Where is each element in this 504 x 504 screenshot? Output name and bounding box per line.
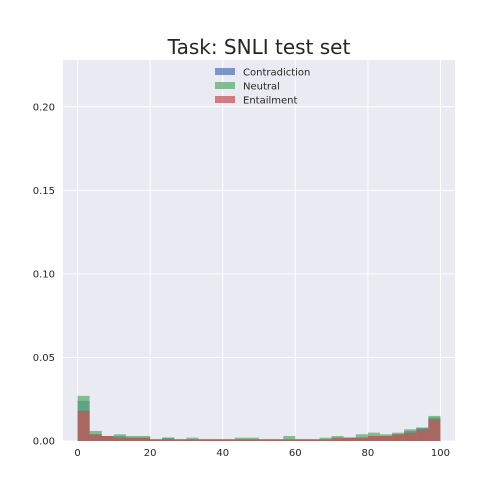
entailment-bar-9: [186, 439, 199, 441]
entailment-bar-0: [77, 410, 90, 441]
x-tick-label-0: 0: [74, 448, 80, 459]
legend-label-contradiction: Contradiction: [243, 68, 310, 79]
series-entailment: [77, 410, 441, 441]
entailment-bar-26: [392, 434, 405, 441]
legend-label-entailment: Entailment: [243, 96, 297, 107]
entailment-bar-6: [150, 439, 163, 441]
y-axis-ticks: 0.00 0.05 0.10 0.15 0.20: [33, 102, 55, 447]
entailment-bar-29: [428, 419, 441, 441]
x-tick-label-2: 40: [216, 448, 229, 459]
entailment-bar-21: [331, 437, 344, 441]
entailment-bar-28: [416, 429, 429, 441]
entailment-bar-12: [222, 439, 235, 441]
entailment-bar-5: [138, 437, 151, 441]
entailment-bar-23: [355, 437, 368, 441]
entailment-bar-27: [404, 432, 417, 441]
legend-item-entailment: Entailment: [215, 96, 297, 107]
legend-label-neutral: Neutral: [243, 82, 280, 93]
legend-item-contradiction: Contradiction: [215, 68, 310, 79]
y-tick-label-1: 0.05: [33, 353, 55, 364]
plot-area: [63, 60, 455, 441]
legend-swatch-contradiction: [215, 68, 235, 75]
entailment-bar-2: [101, 435, 114, 441]
legend-item-neutral: Neutral: [215, 82, 280, 93]
entailment-bar-11: [210, 439, 223, 441]
entailment-bar-18: [295, 439, 308, 441]
y-tick-label-3: 0.15: [33, 186, 55, 197]
neutral-bar-17: [283, 435, 296, 441]
histogram-bars: [77, 395, 441, 441]
y-tick-label-4: 0.20: [33, 102, 55, 113]
entailment-bar-14: [246, 439, 259, 441]
entailment-bar-20: [319, 439, 332, 441]
x-tick-label-4: 80: [362, 448, 375, 459]
x-tick-label-1: 20: [144, 448, 157, 459]
legend: Contradiction Neutral Entailment: [215, 68, 310, 107]
legend-swatch-entailment: [215, 96, 235, 103]
entailment-bar-16: [271, 439, 284, 441]
entailment-bar-15: [259, 439, 272, 441]
entailment-bar-1: [89, 434, 102, 441]
entailment-bar-4: [125, 437, 139, 441]
chart-title: Task: SNLI test set: [167, 35, 351, 59]
entailment-bar-3: [113, 437, 126, 441]
entailment-bar-22: [343, 437, 356, 441]
entailment-bar-8: [174, 439, 187, 441]
x-axis-ticks: 0 20 40 60 80 100: [74, 448, 450, 459]
entailment-bar-24: [367, 435, 380, 441]
entailment-bar-13: [234, 439, 247, 441]
legend-swatch-neutral: [215, 82, 235, 89]
entailment-bar-10: [198, 439, 211, 441]
x-tick-label-3: 60: [289, 448, 302, 459]
entailment-bar-19: [307, 439, 320, 441]
y-tick-label-0: 0.00: [33, 437, 55, 448]
y-tick-label-2: 0.10: [33, 269, 55, 280]
entailment-bar-7: [162, 439, 175, 441]
entailment-bar-17: [283, 439, 296, 441]
x-tick-label-5: 100: [431, 448, 450, 459]
entailment-bar-25: [379, 435, 393, 441]
